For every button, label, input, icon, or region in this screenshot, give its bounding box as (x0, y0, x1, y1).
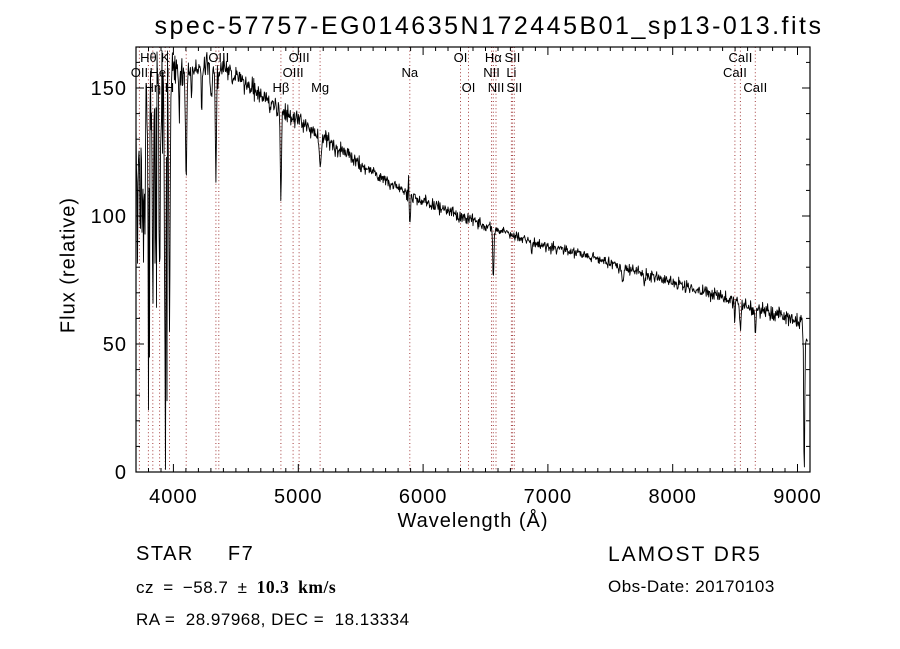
spectral-line-label: H (165, 80, 174, 95)
plot-title: spec-57757-EG014635N172445B01_sp13-013.f… (154, 12, 824, 40)
spectral-line-label: CaII (728, 50, 752, 65)
y-tick-label: 150 (91, 78, 127, 100)
ra-dec-label: RA = 28.97968, DEC = 18.13334 (136, 610, 410, 629)
cz-label: cz = −58.7 ± (136, 578, 257, 597)
spectral-line-label: OII (131, 65, 148, 80)
spectral-line-label: OI (462, 80, 476, 95)
survey-label: LAMOST DR5 (608, 543, 762, 566)
cz-uncertainty-label: 10.3 km/s (256, 577, 337, 597)
object-subclass-label: F7 (227, 543, 255, 565)
spectral-line-label: Hβ (272, 80, 289, 95)
spectral-line-label: Hα (485, 50, 502, 65)
spectral-line-label: SII (504, 50, 520, 65)
x-tick-label: 4000 (149, 486, 198, 508)
spectrum-trace (135, 50, 808, 470)
x-tick-label: 6000 (399, 486, 448, 508)
y-axis-label: Flux (relative) (57, 196, 80, 334)
spectral-line-label: OI (454, 50, 468, 65)
spectral-line-label: CaII (743, 80, 767, 95)
obs-date-label: Obs-Date: 20170103 (608, 577, 775, 596)
spectral-line-label: Mg (311, 80, 329, 95)
object-class-label: STAR (136, 543, 194, 565)
spectral-line-label: HeI (149, 65, 169, 80)
spectral-line-label: CaII (723, 65, 747, 80)
spectral-line-label: OIII (283, 65, 304, 80)
plot-border (135, 46, 811, 473)
spectral-line-label: K (161, 50, 170, 65)
spectral-line-label: Na (401, 65, 418, 80)
spectral-line-label: OIII (289, 50, 310, 65)
y-tick-label: 50 (103, 334, 127, 356)
object-class-line: STAR F7 (136, 543, 254, 566)
x-axis-label: Wavelength (Å) (397, 510, 549, 532)
spectral-line-label: Hθ (140, 50, 157, 65)
x-tick-label: 9000 (773, 486, 822, 508)
y-tick-label: 0 (115, 462, 127, 484)
spectral-line-label: Li (506, 65, 516, 80)
x-tick-label: 8000 (648, 486, 697, 508)
spectral-line-label: SII (506, 80, 522, 95)
x-tick-label: 7000 (524, 486, 573, 508)
y-tick-label: 100 (91, 206, 127, 228)
cz-line: cz = −58.7 ± 10.3 km/s (136, 577, 336, 598)
spectral-line-label: NII (483, 65, 500, 80)
spectral-line-label: NII (488, 80, 505, 95)
x-tick-label: 5000 (274, 486, 323, 508)
